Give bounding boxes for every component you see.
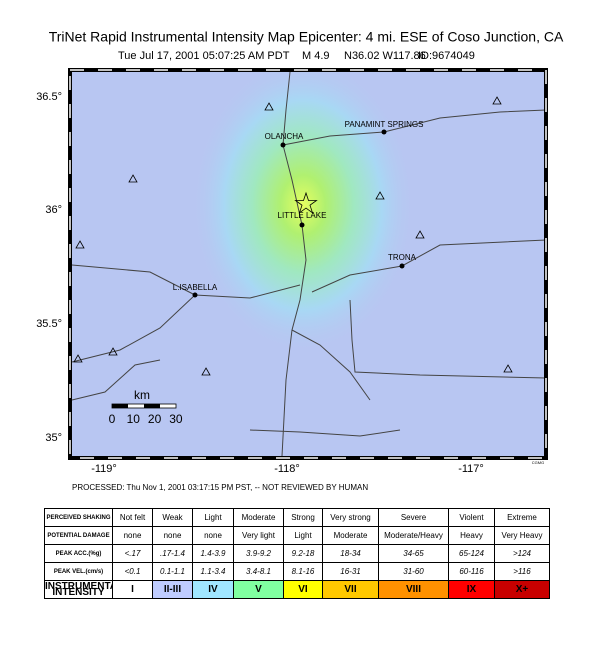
table-cell: 1.4-3.9 (192, 544, 234, 563)
table-row: INSTRUMENTAL INTENSITYIII-IIIIVVVIVIIVII… (44, 580, 550, 599)
place-label: PANAMINT SPRINGS (345, 120, 424, 129)
place-label: LITTLE LAKE (278, 211, 327, 220)
table-cell: 3.4-8.1 (233, 562, 284, 581)
table-cell: Severe (378, 508, 449, 527)
table-cell: VIII (378, 580, 449, 599)
scale-tick-label: 20 (148, 412, 162, 426)
lat-label: 36.5° (36, 91, 62, 103)
lon-label: -117° (458, 463, 484, 475)
table-cell: 16-31 (322, 562, 379, 581)
place-label: OLANCHA (265, 132, 304, 141)
table-cell: II-III (152, 580, 193, 599)
table-cell: Light (283, 526, 323, 545)
lat-label: 35.5° (36, 318, 62, 330)
table-cell: VII (322, 580, 379, 599)
table-cell: 0.1-1.1 (152, 562, 193, 581)
row-header: PEAK ACC.(%g) (44, 544, 113, 563)
map-figure: TriNet Rapid Instrumental Intensity Map … (36, 29, 564, 492)
scale-tick-label: 10 (127, 412, 141, 426)
intensity-scale-table: PERCEIVED SHAKING Not felt Weak Light Modera… (44, 508, 550, 599)
stations (73, 96, 513, 376)
row-header: PEAK VEL.(cm/s) (44, 562, 113, 581)
table-row: PERCEIVED SHAKING Not felt Weak Light Modera… (44, 508, 550, 527)
credit: CGMG (532, 460, 544, 465)
table-cell: I (112, 580, 153, 599)
table-cell: 8.1-16 (283, 562, 323, 581)
table-cell: 1.1-3.4 (192, 562, 234, 581)
processed-note: PROCESSED: Thu Nov 1, 2001 03:17:15 PM P… (72, 483, 368, 492)
place-label: L.ISABELLA (173, 283, 218, 292)
scale-ticks: 0 10 20 30 (109, 412, 183, 426)
table-cell: <0.1 (112, 562, 153, 581)
table-cell: 3.9-9.2 (233, 544, 284, 563)
table-cell: Moderate (322, 526, 379, 545)
place-label: TRONA (388, 253, 417, 262)
table-cell: X+ (494, 580, 550, 599)
subtitle-magnitude: M 4.9 (302, 50, 330, 62)
cities (192, 129, 405, 298)
lon-label: -118° (274, 463, 300, 475)
lat-label: 35° (45, 432, 62, 444)
epicenter (294, 191, 318, 214)
subtitle-location: N36.02 W117.86 (344, 50, 426, 62)
table-cell: Not felt (112, 508, 153, 527)
table-cell: <.17 (112, 544, 153, 563)
row-header: INSTRUMENTAL INTENSITY (44, 580, 113, 599)
scale-unit: km (134, 388, 150, 402)
table-cell: 9.2-18 (283, 544, 323, 563)
lon-label: -119° (91, 463, 117, 475)
table-cell: Light (192, 508, 234, 527)
map-frame-checker (69, 69, 547, 459)
title: TriNet Rapid Instrumental Intensity Map … (49, 29, 564, 45)
subtitle-date: Tue Jul 17, 2001 05:07:25 AM PDT (118, 50, 290, 62)
table-cell: none (112, 526, 153, 545)
table-cell: Weak (152, 508, 193, 527)
row-header: POTENTIAL DAMAGE (44, 526, 113, 545)
table-cell: IV (192, 580, 234, 599)
table-cell: VI (283, 580, 323, 599)
roads (71, 71, 547, 457)
table-cell: Extreme (494, 508, 550, 527)
table-row: PEAK ACC.(%g) <.17.17-1.4 1.4-3.9 3.9-9.2 9.… (44, 544, 550, 563)
subtitle-id: ID:9674049 (418, 50, 475, 62)
table-cell: Very strong (322, 508, 379, 527)
table-cell: Violent (448, 508, 495, 527)
table-row: PEAK VEL.(cm/s) <0.1 0.1-1.1 1.1-3.4 3.4-8.1… (44, 562, 550, 581)
table-cell: >116 (494, 562, 550, 581)
table-cell: 34-65 (378, 544, 449, 563)
table-cell: .17-1.4 (152, 544, 193, 563)
table-cell: 18-34 (322, 544, 379, 563)
table-cell: 65-124 (448, 544, 495, 563)
table-cell: Strong (283, 508, 323, 527)
table-cell: 31-60 (378, 562, 449, 581)
table-cell: V (233, 580, 284, 599)
table-cell: none (192, 526, 234, 545)
lat-label: 36° (45, 204, 62, 216)
table-cell: IX (448, 580, 495, 599)
table-cell: Moderate/Heavy (378, 526, 449, 545)
table-cell: 60-116 (448, 562, 495, 581)
table-cell: Very Heavy (494, 526, 550, 545)
table-cell: Very light (233, 526, 284, 545)
scale-tick-label: 0 (109, 412, 116, 426)
table-cell: >124 (494, 544, 550, 563)
intensity-field (70, 70, 546, 458)
table-cell: Heavy (448, 526, 495, 545)
table-cell: Moderate (233, 508, 284, 527)
scale-tick-label: 30 (169, 412, 183, 426)
row-header: PERCEIVED SHAKING (44, 508, 113, 527)
table-cell: none (152, 526, 193, 545)
table-row: POTENTIAL DAMAGE none none none Very light Li… (44, 526, 550, 545)
scale-bar: km (111, 388, 177, 409)
